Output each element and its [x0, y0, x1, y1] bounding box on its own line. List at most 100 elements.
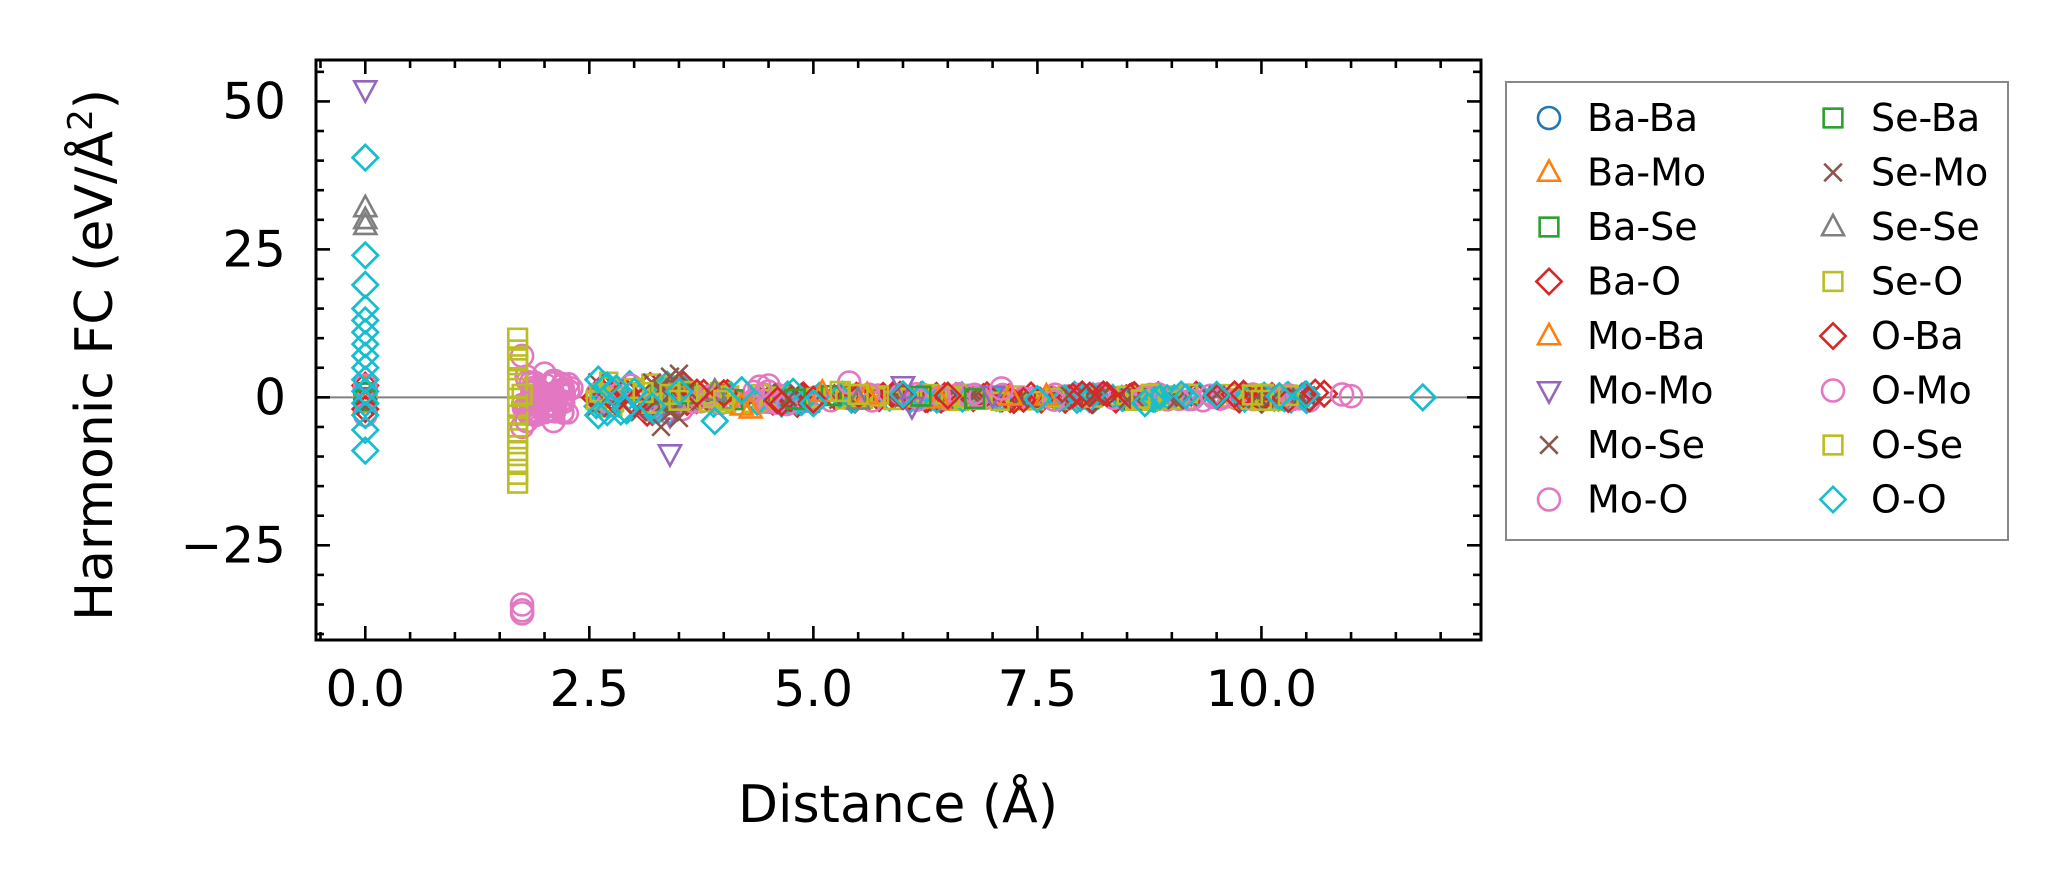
data-point-se-mo [669, 408, 689, 428]
legend: Ba-Ba Ba-Mo Ba-Se Ba-O Mo-Ba Mo-Mo Mo-Se Mo-O Se… [1505, 81, 2009, 541]
y-tick-label: 50 [222, 72, 286, 130]
legend-label: Se-Mo [1871, 151, 1988, 195]
dense-point [1130, 389, 1151, 409]
data-point-o-o [350, 240, 380, 270]
data-point-o-o [727, 375, 757, 405]
data-point-o-o [350, 270, 380, 300]
data-point-o-o [1022, 384, 1052, 414]
data-point-ba-o [933, 381, 963, 411]
dense-point [788, 390, 815, 417]
legend-label: Mo-Ba [1587, 314, 1705, 358]
data-point-o-o [1291, 379, 1321, 409]
legend-marker [1823, 162, 1843, 183]
data-point-o-o [1264, 381, 1294, 411]
data-point-o-se [829, 380, 851, 403]
legend-marker [1822, 434, 1844, 456]
data-point-ba-o [1229, 379, 1259, 409]
dense-point [1198, 383, 1222, 407]
data-point-o-mo [509, 598, 535, 623]
data-point-o-o [350, 436, 380, 466]
data-point-o-o [350, 400, 380, 430]
legend-marker [1536, 487, 1562, 512]
data-point-o-o [350, 143, 380, 173]
legend-marker [1818, 321, 1848, 351]
legend-marker [1539, 435, 1559, 455]
data-point-mo-o [509, 592, 535, 617]
data-point-ba-o [1067, 379, 1097, 409]
data-point-ba-mo [737, 394, 764, 419]
legend-label: O-O [1871, 478, 1947, 522]
legend-marker [1822, 270, 1844, 293]
legend-marker [1535, 321, 1563, 346]
data-point-ba-o [709, 378, 739, 408]
data-point-o-mo [532, 399, 557, 425]
legend-label: Se-Se [1871, 205, 1980, 249]
data-point-o-se [668, 389, 690, 411]
data-point-o-mo [1338, 383, 1364, 409]
data-point-o-mo [559, 376, 584, 401]
data-point-mo-mo [979, 385, 1006, 410]
legend-label: O-Se [1871, 423, 1963, 467]
legend-label: Ba-Mo [1587, 151, 1706, 195]
data-point-o-o [350, 270, 380, 300]
data-point-o-se [511, 383, 533, 406]
legend-marker [1818, 485, 1848, 514]
legend-marker [1538, 216, 1560, 238]
y-axis-title-main: Harmonic FC (eV/Å [63, 130, 125, 621]
legend-marker [1819, 212, 1847, 237]
data-point-o-ba [1300, 378, 1330, 408]
data-point-o-o [592, 397, 622, 427]
data-point-o-o [350, 415, 380, 445]
legend-marker [1536, 105, 1562, 131]
data-point-o-o [1408, 382, 1438, 412]
data-point-o-o [619, 376, 649, 406]
data-point-o-o [350, 240, 380, 270]
legend-marker [1535, 157, 1563, 183]
data-point-mo-mo [656, 444, 684, 469]
data-point-o-o [350, 143, 380, 173]
data-point-o-ba [763, 385, 793, 415]
data-point-mo-se [651, 417, 671, 437]
data-point-o-se [506, 422, 529, 444]
data-point-mo-ba [997, 381, 1024, 406]
data-point-o-mo [1329, 382, 1355, 407]
data-point-se-se [352, 210, 379, 236]
dense-point [1116, 382, 1144, 410]
axes: 0.0 2.5 5.0 7.5 10.0 −25 0 25 50 [180, 58, 1483, 718]
legend-label: Mo-O [1587, 478, 1688, 522]
y-tick-label: 25 [222, 220, 286, 278]
dense-point [1086, 387, 1105, 406]
data-point-se-se [844, 385, 872, 410]
legend-label: O-Mo [1871, 369, 1972, 413]
legend-label: Se-O [1871, 260, 1963, 304]
data-point-o-o [664, 376, 694, 406]
dense-point [1146, 384, 1174, 411]
data-point-o-o [637, 391, 667, 421]
dense-point [670, 370, 697, 397]
data-point-se-se [352, 204, 379, 230]
y-axis-title-close: ) [65, 89, 125, 109]
data-point-se-o [713, 389, 735, 411]
data-point-ba-se [964, 387, 986, 410]
legend-marker [1820, 378, 1846, 403]
legend-label: Mo-Se [1587, 423, 1705, 467]
data-point-se-o [1277, 384, 1299, 407]
data-point-o-se [506, 348, 529, 370]
data-point-o-se [1241, 384, 1264, 406]
data-point-se-o [506, 439, 529, 462]
data-point-o-o [1202, 380, 1232, 410]
legend-frame [1505, 81, 2009, 541]
legend-marker [1534, 267, 1564, 296]
data-point-o-o [700, 406, 730, 436]
legend-label: Ba-Se [1587, 205, 1698, 249]
data-point-o-ba [619, 388, 649, 418]
legend-label: Ba-O [1587, 260, 1681, 304]
data-point-mo-o [532, 361, 557, 386]
data-point-o-o [1130, 388, 1160, 418]
x-tick-label: 2.5 [550, 660, 630, 718]
x-tick-label: 10.0 [1206, 660, 1317, 718]
plot-frame [314, 58, 1483, 642]
data-point-o-o [798, 388, 828, 418]
data-point-o-o [888, 379, 918, 409]
